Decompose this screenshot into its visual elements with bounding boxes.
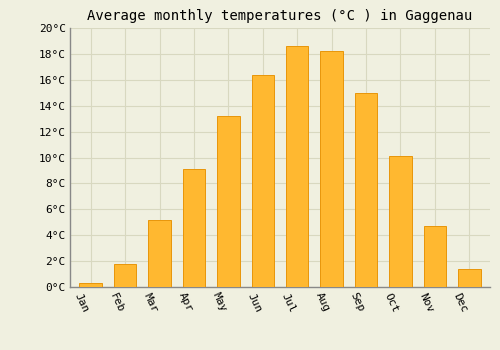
Bar (148, 220, 171, 287)
Bar (217, 116, 240, 287)
Bar (252, 75, 274, 287)
Bar (114, 264, 136, 287)
Bar (286, 46, 308, 287)
Title: Average monthly temperatures (°C ) in Gaggenau: Average monthly temperatures (°C ) in Ga… (88, 9, 472, 23)
Bar (390, 156, 411, 287)
Bar (424, 226, 446, 287)
Bar (182, 169, 205, 287)
Bar (355, 93, 378, 287)
Bar (320, 51, 343, 287)
Bar (80, 283, 102, 287)
Bar (458, 269, 480, 287)
